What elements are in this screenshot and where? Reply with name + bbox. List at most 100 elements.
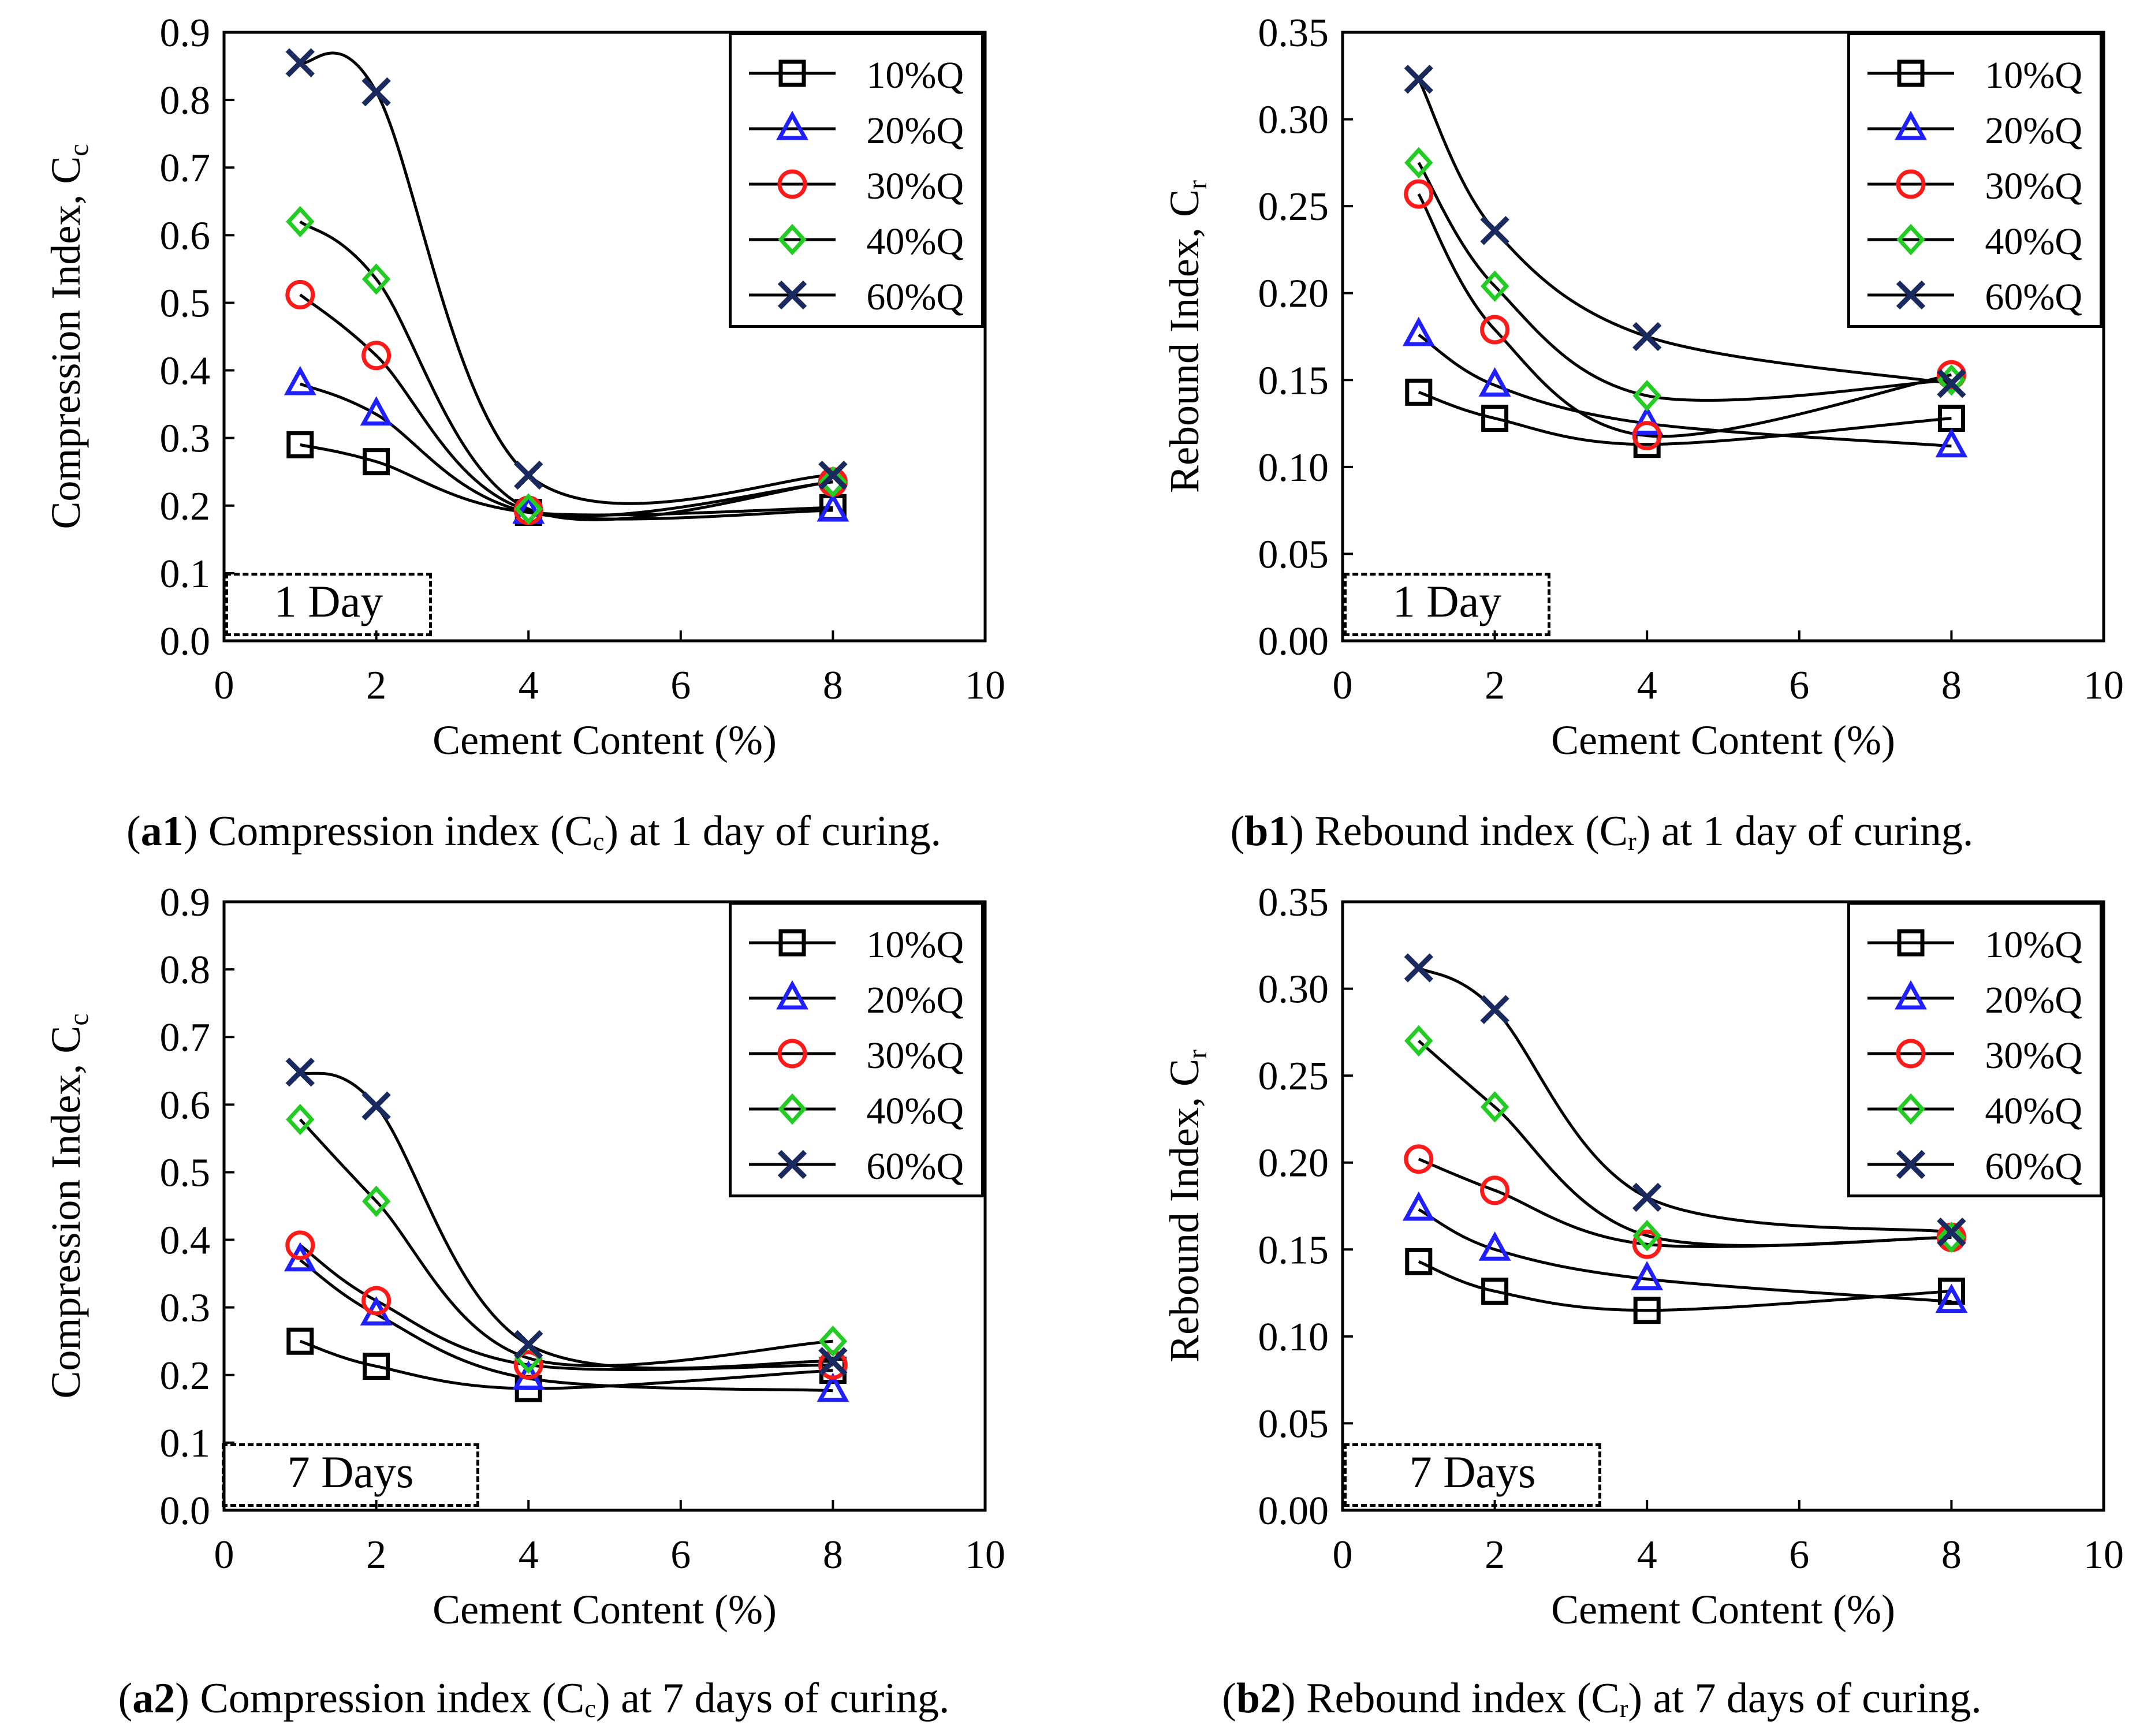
legend-label: 30%Q: [866, 165, 964, 207]
y-tick-label: 0.05: [1258, 532, 1329, 577]
legend-entry: 10%Q: [732, 47, 981, 104]
x-tick-label: 2: [366, 1533, 386, 1577]
series-line-60pctQ: [1417, 79, 1952, 385]
y-tick-label: 0.0: [160, 619, 211, 664]
data-point-40pctQ: [818, 466, 848, 498]
data-point-10pctQ: [1405, 378, 1433, 406]
data-point-20pctQ: [1478, 1231, 1511, 1261]
legend-label: 30%Q: [1985, 1035, 2082, 1077]
data-point-30pctQ: [1480, 1175, 1510, 1205]
legend-swatch: [749, 169, 836, 199]
data-point-60pctQ: [1404, 953, 1433, 983]
data-point-60pctQ: [361, 1091, 391, 1121]
legend-swatch: [1867, 980, 1954, 1010]
legend-label: 20%Q: [1985, 110, 2082, 152]
legend-entry: 30%Q: [732, 158, 981, 215]
y-tick-label: 0.05: [1258, 1402, 1329, 1446]
legend-swatch: [1867, 280, 1954, 310]
series-line-40pctQ: [299, 1118, 833, 1368]
x-tick-label: 6: [670, 663, 691, 708]
legend-swatch: [1867, 169, 1954, 199]
y-tick-label: 0.8: [160, 948, 211, 992]
x-tick-label: 6: [1789, 1533, 1809, 1577]
legend-swatch: [1867, 929, 1954, 957]
data-point-10pctQ: [286, 1327, 314, 1355]
y-tick-label: 0.35: [1258, 11, 1329, 55]
chart-panel-a2: 0.0 0.1 0.2 0.3 0.4 0.5 0.6 0.7 0.8 0.9 0 2 4 6 8 10 Cem…: [0, 866, 1068, 1674]
data-point-40pctQ: [361, 263, 391, 295]
legend-entry: 20%Q: [732, 972, 981, 1029]
legend-entry: 40%Q: [1850, 213, 2100, 271]
data-point-30pctQ: [1480, 315, 1510, 345]
legend-label: 60%Q: [1985, 1145, 2082, 1188]
legend-entry: 30%Q: [1850, 158, 2100, 215]
legend-entry: 10%Q: [1850, 47, 2100, 104]
legend-entry: 60%Q: [1850, 268, 2100, 326]
plot-area-frame: [222, 900, 987, 1512]
legend-marker-30pctQ: [777, 1039, 807, 1069]
data-point-20pctQ: [1935, 1283, 1968, 1313]
legend-marker-10pctQ: [1897, 59, 1925, 87]
data-point-10pctQ: [1481, 1278, 1509, 1305]
y-tick-label: 0.6: [160, 1083, 211, 1128]
legend-swatch: [1867, 1149, 1954, 1179]
x-tick-label: 2: [366, 663, 386, 708]
series-line-40pctQ: [1418, 1040, 1952, 1248]
legend-marker-60pctQ: [777, 1149, 807, 1179]
data-point-60pctQ: [361, 77, 391, 107]
legend-marker-20pctQ: [776, 980, 808, 1010]
data-point-60pctQ: [1632, 1182, 1662, 1212]
legend-swatch: [1867, 1093, 1954, 1125]
y-tick-label: 0.4: [160, 349, 211, 394]
legend-swatch: [749, 1039, 836, 1069]
legend-marker-10pctQ: [778, 929, 806, 957]
legend-swatch: [749, 59, 836, 87]
chart-a1-annotation: 1 Day: [225, 573, 432, 636]
legend-entry: 20%Q: [1850, 972, 2100, 1029]
data-point-30pctQ: [1936, 360, 1966, 390]
series-line-60pctQ: [1418, 966, 1952, 1234]
y-tick-label: 0.2: [160, 484, 211, 529]
y-tick-label: 0.00: [1258, 1489, 1329, 1533]
chart-a2-annotation: 7 Days: [222, 1443, 479, 1507]
data-point-20pctQ: [1631, 1261, 1664, 1290]
legend-swatch: [1867, 223, 1954, 256]
data-point-40pctQ: [286, 206, 315, 238]
data-point-60pctQ: [514, 460, 543, 490]
legend-marker-40pctQ: [778, 223, 807, 256]
legend-swatch: [749, 280, 836, 310]
caption-b2: (b2) Rebound index (Cr) at 7 days of cur…: [1222, 1675, 1982, 1723]
legend-entry: 10%Q: [732, 916, 981, 974]
legend-swatch: [749, 980, 836, 1010]
legend-label: 20%Q: [866, 979, 964, 1021]
x-tick-label: 2: [1485, 663, 1505, 708]
y-tick-label: 0.10: [1258, 1315, 1329, 1360]
data-point-20pctQ: [1478, 367, 1511, 397]
legend-marker-10pctQ: [1897, 929, 1925, 957]
chart-a1-legend: 10%Q 20%Q 30%Q 40%Q 60%Q: [729, 32, 984, 328]
series-line-20pctQ: [1418, 1208, 1952, 1304]
series-line-60pctQ: [299, 51, 833, 505]
legend-label: 60%Q: [866, 276, 964, 318]
x-tick-label: 0: [214, 1533, 234, 1577]
legend-swatch: [749, 223, 836, 256]
data-point-30pctQ: [361, 1286, 392, 1316]
x-tick-label: 10: [965, 1533, 1005, 1577]
data-point-60pctQ: [818, 460, 848, 490]
chart-a1-svg: 0.0 0.1 0.2 0.3 0.4 0.5 0.6 0.7 0.8 0.9 0 2 4 6 8 10 Cem…: [43, 11, 1005, 763]
y-tick-label: 0.20: [1258, 272, 1329, 316]
legend-label: 10%Q: [866, 54, 964, 96]
legend-entry: 60%Q: [732, 1138, 981, 1196]
legend-label: 40%Q: [1985, 1090, 2082, 1132]
legend-marker-60pctQ: [777, 280, 807, 310]
y-axis-label: Compression Index, Cc: [43, 144, 94, 529]
series-line-30pctQ: [299, 293, 833, 518]
plot-area-frame: [1341, 900, 2105, 1512]
data-point-20pctQ: [1402, 316, 1435, 346]
data-point-30pctQ: [1404, 179, 1434, 209]
data-point-40pctQ: [1632, 380, 1661, 412]
data-point-10pctQ: [363, 448, 390, 476]
x-tick-label: 8: [1941, 1533, 1962, 1577]
data-point-40pctQ: [1632, 1219, 1661, 1252]
chart-b1-annotation: 1 Day: [1344, 573, 1550, 636]
